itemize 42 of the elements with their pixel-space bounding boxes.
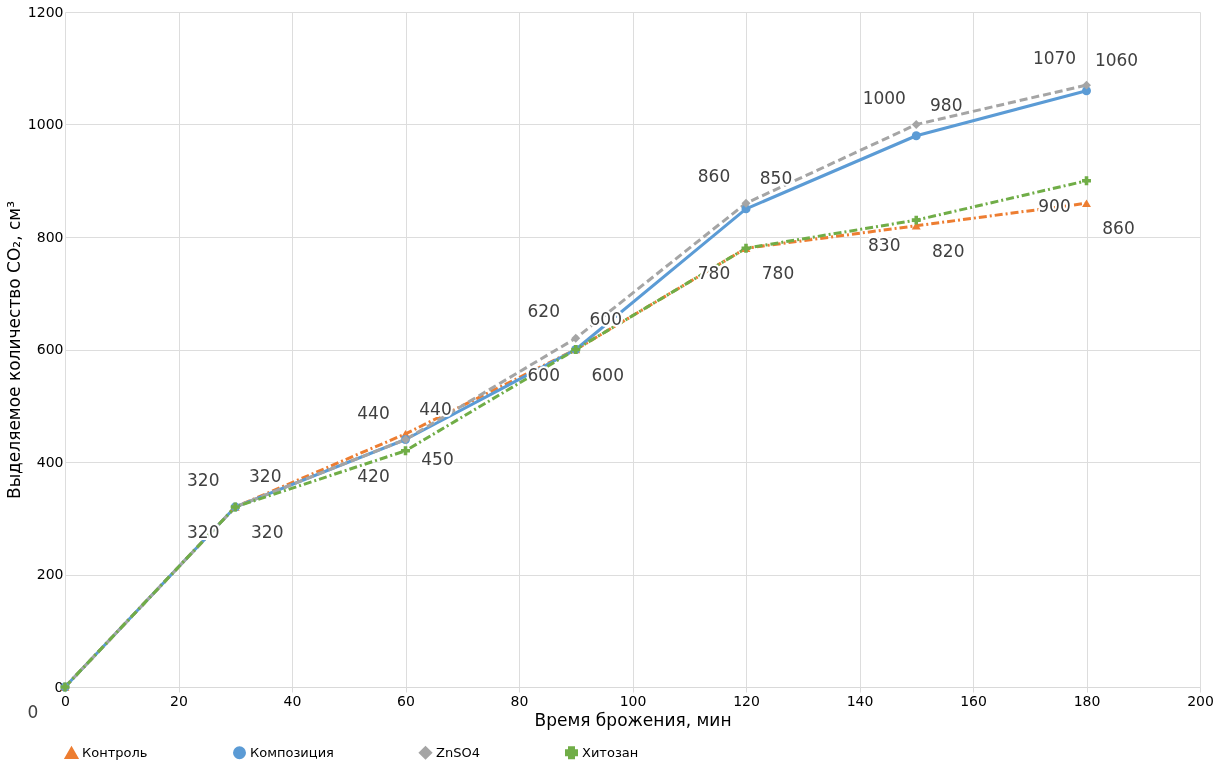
- y-tick-label: 600: [36, 341, 64, 357]
- data-label: 620: [527, 301, 560, 322]
- y-tick-label: 400: [36, 453, 64, 470]
- data-label: 850: [759, 167, 793, 188]
- x-tick-label: 200: [1187, 692, 1214, 709]
- data-label: 1060: [1094, 49, 1139, 70]
- x-tick-label: 60: [397, 692, 415, 709]
- x-tick-label: 160: [960, 692, 987, 709]
- data-label: 860: [1102, 218, 1135, 239]
- legend-label: ZnSO4: [436, 744, 480, 760]
- y-tick-label: 200: [36, 566, 64, 582]
- x-tick-label: 120: [733, 692, 760, 709]
- data-label: 420: [357, 465, 390, 486]
- legend-label: Контроль: [82, 745, 148, 761]
- data-label: 320: [249, 466, 282, 486]
- data-label: 980: [930, 94, 963, 115]
- y-tick-label: 1200: [27, 3, 64, 20]
- data-label: 860: [697, 166, 731, 187]
- x-tick-label: 180: [1073, 692, 1101, 709]
- x-tick-label: 100: [619, 692, 647, 709]
- data-label: 780: [761, 263, 795, 284]
- y-axis-title: Выделяемое количество CO₂, см³: [3, 201, 24, 499]
- x-tick-label: 140: [846, 692, 874, 709]
- data-label: 600: [591, 364, 624, 385]
- data-label: 1070: [1032, 48, 1077, 69]
- data-label: 450: [421, 448, 454, 469]
- legend-label: Хитозан: [582, 744, 639, 760]
- x-tick-label: 80: [510, 692, 529, 709]
- data-label: 1000: [862, 87, 906, 108]
- y-tick-label: 800: [36, 228, 64, 245]
- data-label: 320: [187, 470, 220, 490]
- data-label: 440: [419, 398, 452, 419]
- legend-label: Композиция: [250, 744, 334, 760]
- data-label: 830: [868, 235, 901, 256]
- data-label: 820: [932, 240, 965, 261]
- data-label: 320: [251, 522, 284, 542]
- y-tick-label: 1000: [27, 116, 64, 132]
- data-label: 440: [357, 402, 390, 423]
- x-tick-label: 40: [283, 692, 302, 709]
- data-label: 600: [527, 364, 560, 385]
- x-tick-label: 20: [170, 692, 188, 709]
- x-axis-title: Время брожения, мин: [534, 709, 732, 730]
